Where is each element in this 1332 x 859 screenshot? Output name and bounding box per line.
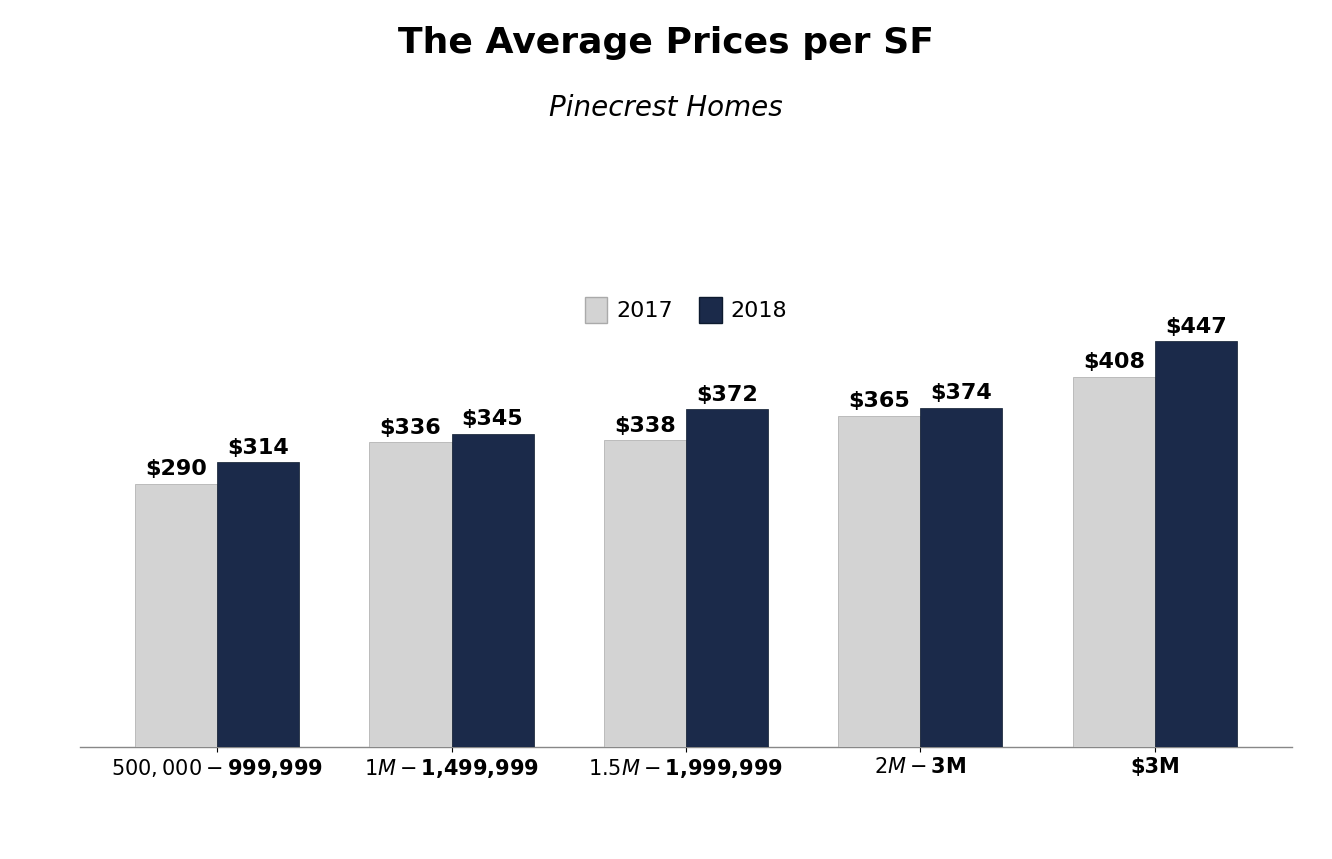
Bar bbox=[838, 416, 920, 747]
Bar bbox=[603, 440, 686, 747]
Bar bbox=[1072, 376, 1155, 747]
Text: The Average Prices per SF: The Average Prices per SF bbox=[398, 26, 934, 60]
Text: $338: $338 bbox=[614, 416, 675, 436]
Bar bbox=[135, 484, 217, 747]
Text: $314: $314 bbox=[228, 437, 289, 458]
Bar bbox=[686, 410, 769, 747]
Text: $290: $290 bbox=[145, 460, 206, 479]
Bar bbox=[920, 407, 1003, 747]
Text: $365: $365 bbox=[848, 391, 910, 411]
Bar bbox=[452, 434, 534, 747]
Text: $408: $408 bbox=[1083, 352, 1146, 372]
Bar bbox=[217, 462, 300, 747]
Text: $336: $336 bbox=[380, 417, 441, 437]
Bar bbox=[1155, 341, 1237, 747]
Legend: 2017, 2018: 2017, 2018 bbox=[574, 286, 798, 334]
Text: $345: $345 bbox=[462, 410, 523, 430]
Text: $372: $372 bbox=[697, 385, 758, 405]
Text: $447: $447 bbox=[1166, 317, 1227, 337]
Bar bbox=[369, 442, 452, 747]
Text: Pinecrest Homes: Pinecrest Homes bbox=[549, 94, 783, 123]
Text: $374: $374 bbox=[931, 383, 992, 403]
